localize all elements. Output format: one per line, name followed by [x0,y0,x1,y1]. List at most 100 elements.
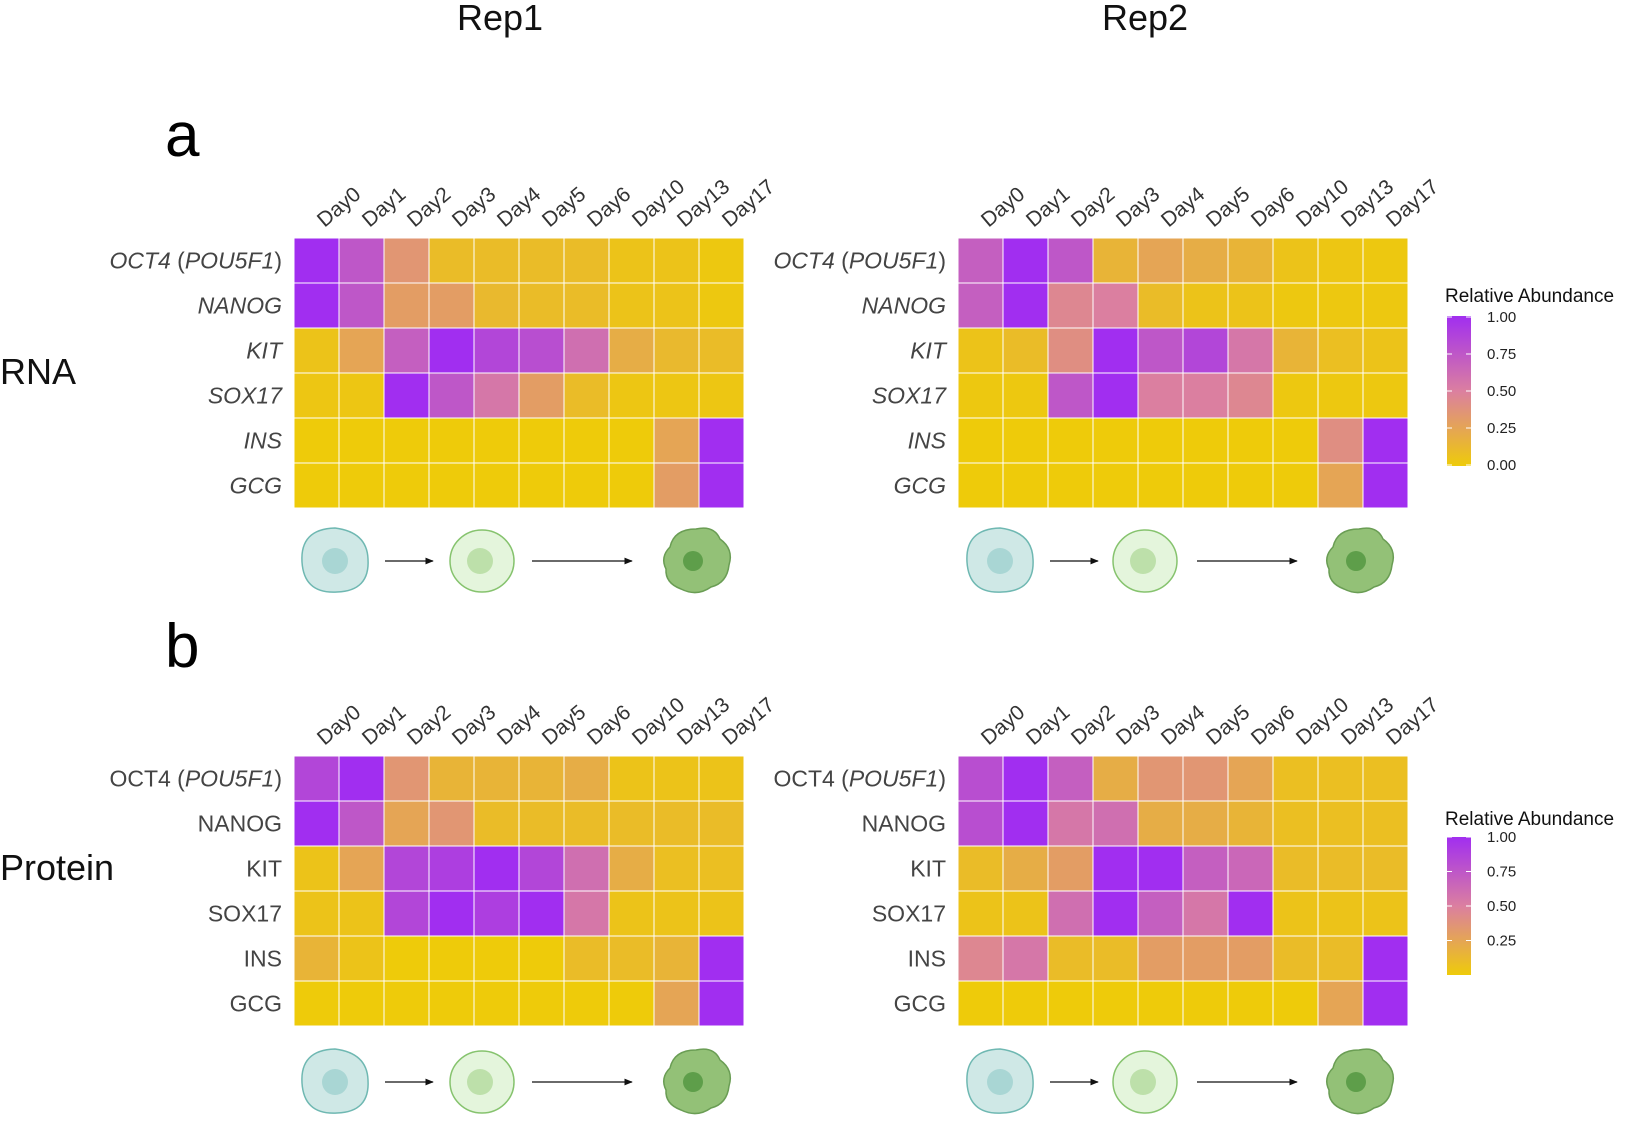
heatmap-cell [608,980,655,1027]
heatmap-cell [338,282,385,329]
heatmap-cell [653,237,700,284]
legend-tick-label: 0.50 [1487,898,1516,915]
column-label: Day3 [448,701,500,750]
heatmap-cell [698,935,745,982]
row-label: GCG [230,473,282,499]
heatmap-cell [1092,372,1139,419]
column-label: Day17 [1382,175,1443,232]
heatmap-a-rep2: Day0Day1Day2Day3Day4Day5Day6Day10Day13Da… [773,175,1614,594]
heatmap-cell [518,755,565,802]
heatmap-cell [1182,935,1229,982]
heatmap-cell [698,800,745,847]
heatmap-cell [957,372,1004,419]
heatmap-cell [957,237,1004,284]
heatmap-cell [957,462,1004,509]
column-label: Day6 [1247,183,1299,232]
column-label: Day17 [718,693,779,750]
heatmap-cell [428,327,475,374]
row-label: KIT [246,338,284,364]
heatmap-cell [473,980,520,1027]
column-label: Day4 [493,700,546,749]
heatmap-cell [698,980,745,1027]
column-label: Day6 [583,183,635,232]
heatmap-cell [1137,417,1184,464]
heatmap-cell [1002,755,1049,802]
heatmap-cell [1317,845,1364,892]
column-label: Day6 [583,701,635,750]
heatmap-cell [293,980,340,1027]
heatmap-cell [383,327,430,374]
heatmap-cell [1227,372,1274,419]
heatmap-cell [608,462,655,509]
column-label: Day1 [358,701,410,750]
heatmap-cell [518,935,565,982]
heatmap-cell [1362,462,1409,509]
heatmap-cell [1137,327,1184,374]
heatmap-cell [1002,417,1049,464]
heatmap-cell [1092,800,1139,847]
column-label: Day5 [1202,701,1254,750]
protein-row-label: Protein [0,847,114,888]
heatmap-cell [428,980,475,1027]
heatmap-cell [608,935,655,982]
heatmap-cell [1092,890,1139,937]
column-label: Day2 [1067,701,1119,750]
heatmap-cell [1137,890,1184,937]
row-label: INS [908,946,946,972]
heatmap-cell [428,237,475,284]
heatmap-cell [1092,462,1139,509]
legend-title: Relative Abundance [1445,286,1614,307]
row-label: INS [244,428,283,454]
heatmap-cell [1092,237,1139,284]
heatmap-cell [293,845,340,892]
heatmap-cell [1272,372,1319,419]
heatmap-cell [698,845,745,892]
heatmap-cell [293,935,340,982]
row-label: NANOG [862,811,946,837]
row-label: SOX17 [208,901,282,927]
heatmap-cell [1362,417,1409,464]
heatmap-cell [653,282,700,329]
heatmap-cell [473,935,520,982]
heatmap-cell [1362,935,1409,982]
heatmap-cell [1362,755,1409,802]
heatmap-cell [1227,417,1274,464]
heatmap-cell [563,237,610,284]
heatmap-cell [1362,980,1409,1027]
row-label: OCT4 (POU5F1) [773,766,946,792]
column-label: Day4 [493,182,546,231]
stem-cell-icon [301,1048,369,1114]
heatmap-cell [608,417,655,464]
heatmap-cell [293,282,340,329]
heatmap-cell [957,755,1004,802]
column-label: Day0 [313,701,365,750]
heatmap-cell [518,845,565,892]
heatmap-cell [1362,845,1409,892]
beta-cell-icon [663,1048,732,1115]
row-label: INS [908,428,947,454]
heatmap-cell [698,327,745,374]
heatmap-cell [1362,372,1409,419]
heatmap-cell [1272,755,1319,802]
heatmap-cell [1092,282,1139,329]
rep2-column-title: Rep2 [1102,0,1188,38]
row-label: OCT4 (POU5F1) [773,248,946,274]
heatmap-cell [1182,890,1229,937]
heatmap-cell [473,845,520,892]
heatmap-cell [653,327,700,374]
heatmap-cell [1182,372,1229,419]
heatmap-cell [338,890,385,937]
endoderm-cell-icon [449,1050,515,1114]
stem-cell-icon [966,527,1034,593]
heatmap-a-rep1: Day0Day1Day2Day3Day4Day5Day6Day10Day13Da… [109,175,779,594]
legend-tick-label: 0.50 [1487,383,1516,400]
heatmap-cell [1317,980,1364,1027]
heatmap-cell [698,237,745,284]
heatmap-cell [1137,462,1184,509]
heatmap-cell [957,935,1004,982]
heatmap-cell [1272,845,1319,892]
heatmap-cell [518,237,565,284]
heatmap-cell [473,800,520,847]
panel-label-b: b [165,612,199,681]
